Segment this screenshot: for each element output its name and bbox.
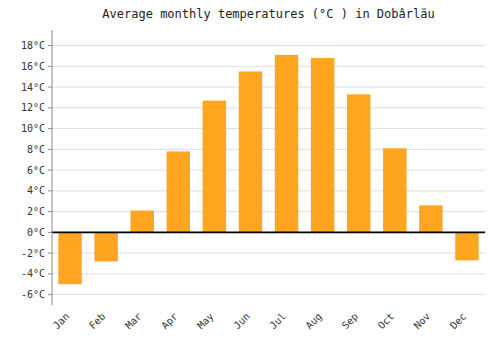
x-tick-label: Nov: [412, 311, 433, 332]
bar: [347, 94, 370, 232]
y-tick-label: 14°C: [21, 82, 45, 93]
x-tick-label: Jan: [51, 311, 72, 332]
y-tick-label: 18°C: [21, 40, 45, 51]
y-tick-label: -2°C: [21, 248, 45, 259]
y-tick: [48, 294, 52, 295]
x-tick-label: Jul: [267, 311, 288, 332]
y-tick: [48, 170, 52, 171]
grid-line: [52, 66, 485, 67]
y-axis: -6°C -4°C -2°C 0°C 2°C 4°C 6°C 8°C 10°C 12°C 14°C 1…: [21, 40, 52, 300]
bar: [239, 72, 262, 233]
y-tick: [48, 66, 52, 67]
grid-line: [52, 273, 485, 274]
bar: [311, 58, 334, 232]
bar: [94, 232, 117, 261]
bar: [383, 148, 406, 232]
x-tick-label: Feb: [87, 311, 108, 332]
grid-line: [52, 190, 485, 191]
bar: [419, 205, 442, 232]
y-tick: [48, 107, 52, 108]
x-tick-label: Mar: [123, 311, 144, 332]
y-tick-label: 0°C: [27, 227, 45, 238]
x-tick-label: Oct: [376, 311, 397, 332]
y-axis-line: [52, 30, 53, 305]
y-tick: [48, 149, 52, 150]
y-tick: [48, 211, 52, 212]
baseline: [52, 231, 485, 233]
y-tick-label: 16°C: [21, 61, 45, 72]
y-tick-label: 10°C: [21, 123, 45, 134]
x-tick-label: Jun: [231, 311, 252, 332]
x-tick-label: Apr: [159, 311, 180, 332]
y-tick-label: 6°C: [27, 165, 45, 176]
bar: [167, 151, 190, 232]
x-tick-label: Sep: [340, 311, 361, 332]
title: Average monthly temperatures (°C ) in Do…: [102, 7, 434, 21]
y-tick-label: -6°C: [21, 289, 45, 300]
bars: [58, 55, 478, 284]
bar: [455, 232, 478, 260]
y-tick: [48, 45, 52, 46]
x-axis: Jan Feb Mar Apr May Jun Jul Aug Sep Oct Nov Dec: [51, 311, 468, 332]
bar: [58, 232, 81, 284]
y-tick: [48, 128, 52, 129]
grid-line: [52, 294, 485, 295]
x-tick-label: Aug: [303, 311, 324, 332]
y-tick-label: 12°C: [21, 102, 45, 113]
y-tick: [48, 273, 52, 274]
y-tick-label: 4°C: [27, 185, 45, 196]
bar: [275, 55, 298, 232]
grid-line: [52, 128, 485, 129]
grid-line: [52, 232, 485, 233]
grid-line: [52, 45, 485, 46]
y-tick: [48, 87, 52, 88]
y-tick-label: 2°C: [27, 206, 45, 217]
chart-container: Average monthly temperatures (°C ) in Do…: [0, 0, 500, 350]
bar: [130, 211, 153, 233]
x-tick-label: Dec: [448, 311, 469, 332]
y-tick: [48, 253, 52, 254]
y-tick-label: 8°C: [27, 144, 45, 155]
grid-line: [52, 170, 485, 171]
bar: [203, 101, 226, 233]
grid-line: [52, 107, 485, 108]
x-tick-label: May: [195, 311, 216, 332]
y-tick-label: -4°C: [21, 268, 45, 279]
grid-line: [52, 149, 485, 150]
chart-svg: Average monthly temperatures (°C ) in Do…: [0, 0, 500, 350]
y-tick: [48, 190, 52, 191]
grid: [52, 46, 485, 295]
grid-line: [52, 87, 485, 88]
y-tick: [48, 232, 52, 233]
